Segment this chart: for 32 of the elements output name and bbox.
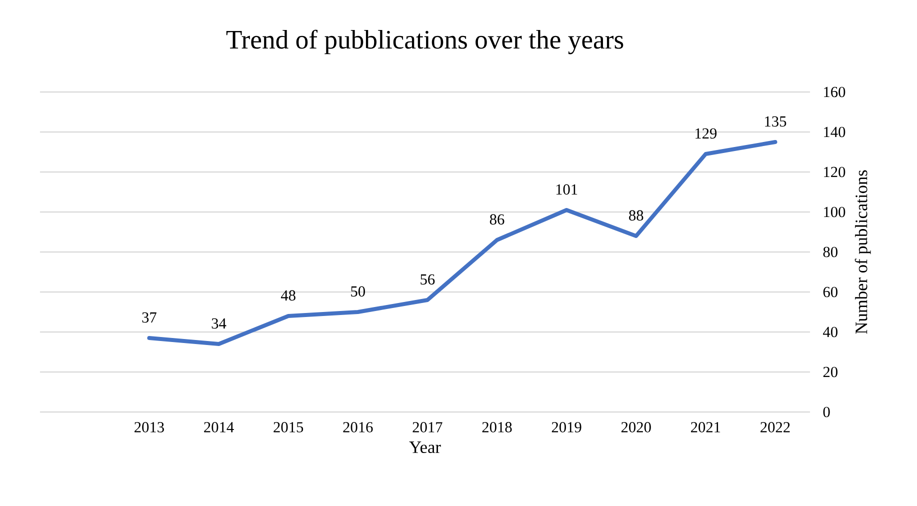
x-tick-label: 2016 — [343, 422, 373, 432]
y-axis-title: Number of publications — [854, 170, 871, 334]
x-tick-label: 2015 — [274, 422, 304, 432]
x-tick-label: 2018 — [482, 422, 512, 432]
y-tick-label: 160 — [824, 86, 846, 98]
x-tick-label: 2020 — [621, 422, 651, 432]
data-label: 37 — [142, 312, 156, 323]
data-label: 86 — [490, 214, 504, 225]
x-tick-label: 2013 — [134, 422, 164, 432]
y-tick-label: 100 — [824, 206, 846, 218]
data-label: 56 — [420, 274, 435, 285]
x-tick-label: 2022 — [760, 422, 790, 432]
data-label: 129 — [696, 128, 717, 139]
data-label: 48 — [280, 290, 296, 301]
data-label: 135 — [765, 116, 786, 127]
x-tick-label: 2019 — [552, 422, 582, 432]
x-tick-label: 2021 — [691, 422, 720, 432]
y-tick-label: 60 — [823, 286, 838, 298]
data-label: 101 — [556, 184, 578, 195]
data-label: 34 — [212, 318, 226, 329]
y-tick-label: 140 — [824, 126, 846, 138]
y-tick-label: 0 — [823, 406, 830, 418]
x-axis-title: Year — [409, 442, 441, 454]
data-label: 50 — [351, 286, 365, 297]
chart-title: Trend of pubblications over the years — [226, 30, 624, 54]
y-tick-label: 40 — [823, 326, 838, 338]
y-tick-label: 20 — [823, 366, 838, 378]
y-tick-label: 120 — [824, 166, 846, 178]
data-label: 88 — [629, 210, 644, 221]
x-tick-label: 2014 — [204, 422, 234, 432]
x-tick-label: 2017 — [412, 422, 442, 432]
y-tick-label: 80 — [823, 246, 838, 258]
